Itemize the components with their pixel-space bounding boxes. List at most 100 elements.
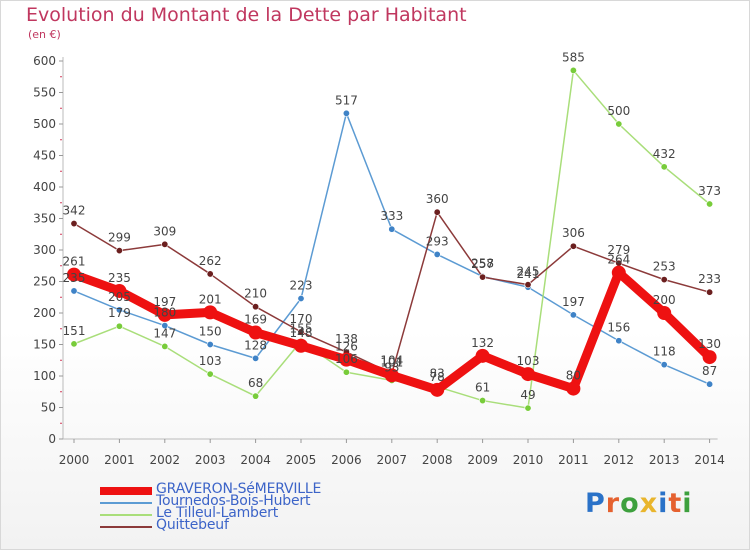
data-point — [521, 367, 535, 382]
data-label: 261 — [63, 255, 86, 269]
logo-letter: t — [668, 488, 683, 519]
data-point — [112, 283, 127, 298]
data-label: 205 — [108, 290, 131, 304]
data-label: 130 — [698, 337, 721, 351]
data-label: 78 — [430, 370, 445, 384]
data-label: 118 — [653, 345, 676, 359]
data-point — [660, 276, 668, 284]
data-label: 245 — [517, 265, 540, 279]
legend-item: Tournedos-Bois-Hubert — [100, 493, 400, 509]
data-label: 156 — [607, 321, 630, 335]
y-tick-label: 200 — [33, 306, 56, 320]
data-label: 147 — [153, 326, 176, 340]
data-label: 235 — [108, 271, 131, 285]
data-point — [566, 381, 581, 396]
data-point — [294, 338, 308, 353]
data-point — [569, 311, 577, 319]
data-label: 68 — [248, 376, 263, 390]
data-point — [248, 325, 263, 340]
data-label: 103 — [517, 354, 540, 368]
data-point — [706, 200, 714, 208]
data-point — [115, 322, 123, 330]
data-label: 293 — [426, 234, 449, 248]
data-label: 258 — [471, 256, 494, 270]
legend-label: Quittebeuf — [156, 517, 229, 533]
x-tick-label: 2004 — [240, 453, 271, 467]
y-tick-label: 350 — [33, 212, 56, 226]
data-point — [342, 109, 350, 117]
data-point — [206, 370, 214, 378]
data-point — [70, 220, 78, 228]
data-label: 101 — [380, 355, 403, 369]
data-point — [524, 281, 532, 289]
data-label: 197 — [153, 295, 176, 309]
data-label: 262 — [199, 254, 222, 268]
x-tick-label: 2010 — [513, 453, 544, 467]
data-label: 360 — [426, 192, 449, 206]
data-label: 61 — [475, 381, 490, 395]
data-point — [115, 247, 123, 255]
data-point — [115, 306, 123, 314]
logo-letter: o — [620, 488, 640, 519]
line-chart: 0 50 100 150 200 250 300 350 400 450 500 550 600 2000… — [33, 50, 725, 467]
data-point — [67, 267, 81, 282]
y-tick-label: 450 — [33, 149, 56, 163]
y-tick-label: 50 — [41, 401, 56, 415]
data-label: 500 — [607, 104, 630, 118]
data-point — [157, 307, 172, 322]
data-point — [475, 348, 490, 363]
data-label: 150 — [199, 325, 222, 339]
data-point — [297, 295, 305, 303]
data-label: 257 — [471, 257, 494, 271]
data-point — [479, 273, 487, 281]
data-point — [206, 270, 214, 278]
data-point — [615, 337, 623, 345]
data-label: 201 — [199, 292, 222, 306]
data-point — [430, 382, 445, 397]
data-label: 342 — [63, 204, 86, 218]
logo-letter: i — [658, 488, 669, 519]
y-tick-label: 250 — [33, 275, 56, 289]
data-label: 155 — [290, 321, 313, 335]
x-tick-label: 2009 — [467, 453, 498, 467]
data-point — [657, 306, 672, 320]
x-tick-label: 2003 — [195, 453, 226, 467]
y-tick-label: 0 — [48, 432, 56, 446]
axes: 0 50 100 150 200 250 300 350 400 450 500 550 600 2000… — [33, 54, 725, 467]
data-label: 200 — [653, 293, 676, 307]
data-label: 151 — [63, 324, 86, 338]
data-point — [706, 288, 714, 296]
x-tick-label: 2005 — [286, 453, 317, 467]
x-tick-label: 2012 — [604, 453, 635, 467]
data-point — [252, 354, 260, 362]
y-tick-label: 100 — [33, 369, 56, 383]
x-tick-label: 2001 — [104, 453, 135, 467]
data-label: 49 — [520, 388, 535, 402]
x-tick-label: 2011 — [558, 453, 589, 467]
legend-label: GRAVERON-SéMERVILLE — [156, 481, 322, 497]
y-tick-label: 500 — [33, 117, 56, 131]
data-labels: 235 205 180 150 128 223 517 333 293 258 241 197 156 1… — [63, 50, 722, 402]
legend-item: Quittebeuf — [100, 517, 400, 533]
data-point — [203, 305, 218, 320]
data-label: 373 — [698, 184, 721, 198]
x-tick-label: 2008 — [422, 453, 453, 467]
data-label: 233 — [698, 272, 721, 286]
data-label: 104 — [380, 353, 403, 367]
data-point — [206, 340, 214, 348]
data-label: 103 — [199, 354, 222, 368]
data-point — [524, 404, 532, 412]
data-point — [342, 368, 350, 376]
data-label: 235 — [63, 271, 86, 285]
legend-item: GRAVERON-SéMERVILLE — [100, 481, 400, 497]
data-point — [569, 242, 577, 250]
data-label: 309 — [153, 224, 176, 238]
data-point — [161, 342, 169, 350]
data-label: 253 — [653, 260, 676, 274]
legend-item: Le Tilleul-Lambert — [100, 505, 400, 521]
proxiti-logo: Proxiti — [585, 488, 693, 519]
data-point — [252, 392, 260, 400]
data-label: 80 — [566, 369, 581, 383]
data-label: 106 — [335, 352, 358, 366]
data-label: 169 — [244, 313, 267, 327]
